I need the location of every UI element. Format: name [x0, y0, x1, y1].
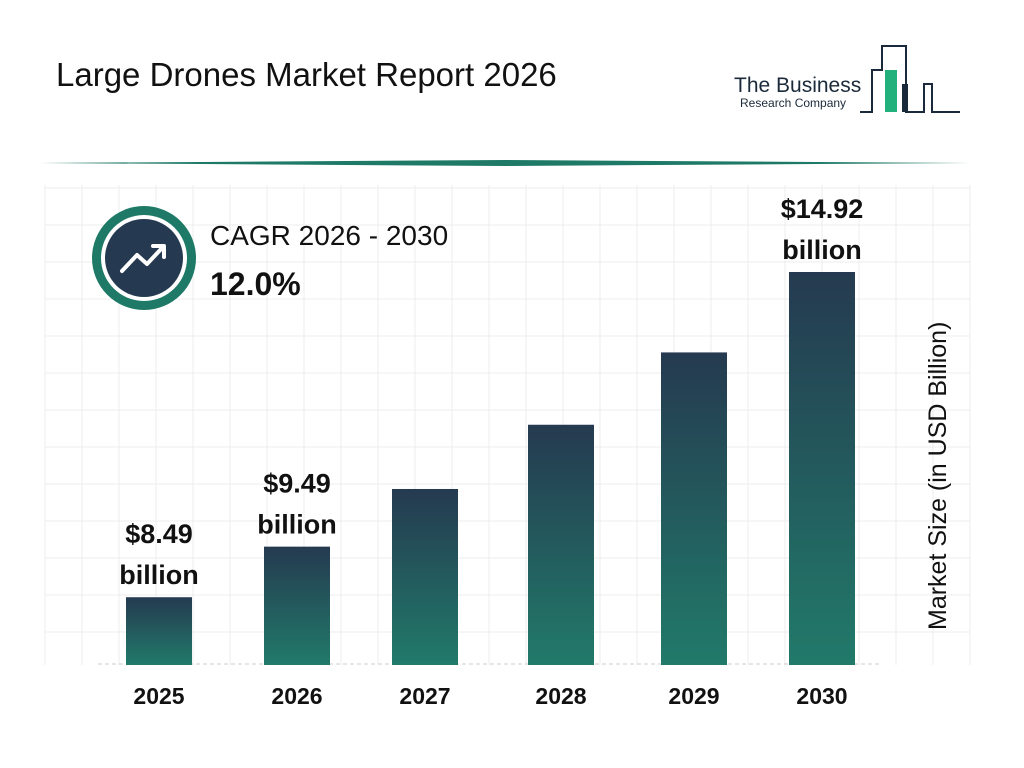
bar-2028 [528, 424, 594, 665]
trending-up-icon [92, 206, 196, 310]
data-label-unit: billion [119, 560, 198, 590]
data-label-value: $8.49 [125, 519, 193, 549]
logo-bars-icon [860, 45, 960, 113]
cagr-value: 12.0% [210, 266, 301, 302]
bar-2026 [264, 546, 330, 665]
data-label-value: $14.92 [781, 194, 864, 224]
cagr-label: CAGR 2026 - 2030 [210, 220, 449, 251]
bar-2025 [126, 597, 192, 665]
bar-2027 [392, 488, 458, 665]
x-tick-label: 2025 [133, 683, 184, 709]
bar-2030 [789, 272, 855, 665]
x-tick-label: 2027 [399, 683, 450, 709]
bar-2029 [661, 352, 727, 665]
x-tick-label: 2029 [668, 683, 719, 709]
data-label-unit: billion [257, 510, 336, 540]
header-divider [40, 160, 970, 166]
logo-line1: The Business [734, 74, 862, 97]
data-label-unit: billion [782, 235, 861, 265]
data-label-value: $9.49 [263, 469, 331, 499]
x-tick-label: 2030 [796, 683, 847, 709]
x-tick-label: 2026 [271, 683, 322, 709]
page-title: Large Drones Market Report 2026 [56, 56, 557, 93]
x-tick-label: 2028 [535, 683, 586, 709]
company-logo: The Business Research Company [730, 44, 965, 116]
logo-line2: Research Company [740, 96, 847, 110]
y-axis-label: Market Size (in USD Billion) [924, 321, 952, 630]
